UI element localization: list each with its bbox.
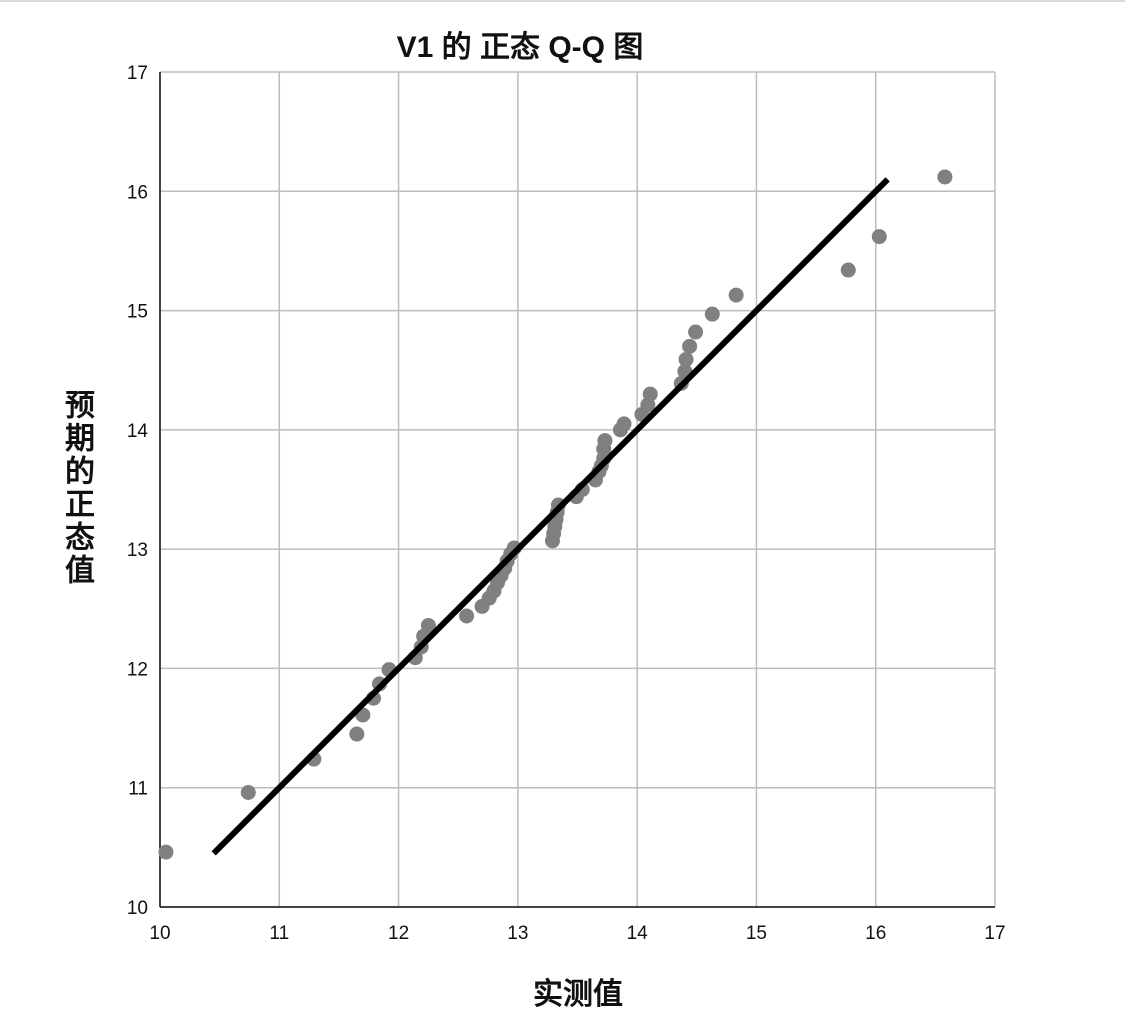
reference-line: [211, 177, 890, 856]
y-tick-label: 11: [128, 779, 148, 800]
y-tick-label: 13: [127, 540, 148, 561]
x-tick-label: 10: [149, 923, 170, 944]
y-axis-title: 预期的正态值: [65, 390, 95, 588]
data-point: [240, 784, 256, 800]
x-tick-label: 11: [269, 923, 289, 944]
data-point: [678, 351, 694, 367]
x-tick-label: 12: [388, 923, 409, 944]
data-point: [688, 324, 704, 340]
data-point: [871, 229, 887, 245]
data-point: [597, 433, 613, 449]
data-point: [704, 306, 720, 322]
y-tick-label: 12: [127, 659, 148, 680]
y-tick-label: 16: [127, 182, 148, 203]
data-point: [642, 386, 658, 402]
data-point: [682, 338, 698, 354]
y-tick-label: 17: [127, 63, 148, 84]
y-tick-label: 14: [127, 421, 149, 442]
data-point: [616, 416, 632, 432]
x-tick-label: 17: [984, 923, 1005, 944]
data-point: [349, 726, 365, 742]
x-axis-title: 实测值: [533, 977, 623, 1011]
gridlines: [159, 71, 996, 908]
x-tick-label: 16: [865, 923, 886, 944]
top-border: [0, 0, 1125, 2]
x-tick-label: 15: [746, 923, 767, 944]
data-point: [937, 169, 953, 185]
x-tick-label: 14: [627, 923, 649, 944]
tick-labels: 10 11 12 13 14 15 16 17 10 11 12 13 14 15 16 17: [127, 63, 1006, 944]
data-point: [420, 617, 436, 633]
x-tick-label: 13: [507, 923, 528, 944]
data-point: [158, 844, 174, 860]
axes: [159, 72, 995, 908]
y-tick-label: 10: [127, 898, 148, 919]
chart-title: V1 的 正态 Q-Q 图: [397, 31, 644, 64]
data-point: [840, 262, 856, 278]
y-tick-label: 15: [127, 302, 148, 323]
data-point: [459, 608, 475, 624]
data-point: [728, 287, 744, 303]
reference-line-group: [211, 177, 890, 856]
